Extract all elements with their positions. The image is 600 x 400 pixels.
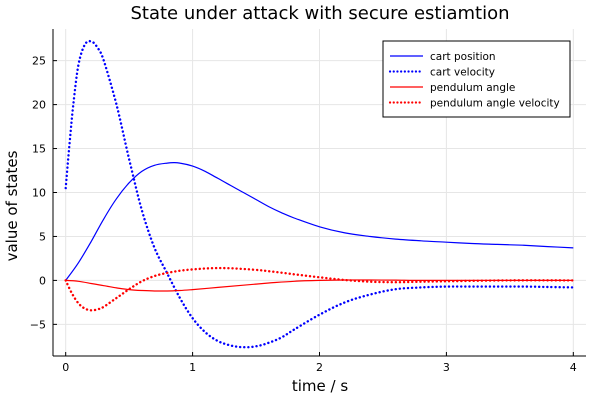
legend-label-cart-position: cart position [430, 51, 496, 63]
series-line-cart-velocity [64, 39, 575, 349]
x-tick-label: 2 [316, 361, 323, 374]
x-tick-label: 0 [62, 361, 69, 374]
series-line-cart-position [65, 161, 574, 281]
x-axis-label: time / s [292, 377, 348, 395]
y-tick-label: 10 [32, 187, 46, 200]
y-axis-label: value of states [3, 150, 21, 261]
y-tick-label: 5 [39, 230, 46, 243]
tick-labels: 0 1 2 3 4 −5 0 5 10 15 20 25 [30, 55, 577, 374]
x-tick-label: 4 [570, 361, 577, 374]
y-tick-label: 15 [32, 143, 46, 156]
y-tick-label: 0 [39, 274, 46, 287]
legend-label-pendulum-angle: pendulum angle [430, 82, 515, 94]
legend-label-pendulum-angle-velocity: pendulum angle velocity [430, 98, 560, 110]
x-tick-label: 3 [443, 361, 450, 374]
y-tick-label: −5 [30, 318, 46, 331]
x-tick-label: 1 [189, 361, 196, 374]
legend-label-cart-velocity: cart velocity [430, 67, 495, 79]
y-tick-label: 25 [32, 55, 46, 68]
chart-title: State under attack with secure estiamtio… [130, 3, 509, 24]
axes [52, 29, 586, 357]
legend-box [382, 40, 571, 118]
series-line-pendulum-angle-velocity [64, 266, 575, 312]
series-lines [64, 39, 575, 349]
legend: cart position cart velocity pendulum angle… [382, 40, 571, 118]
y-tick-label: 20 [32, 99, 46, 112]
